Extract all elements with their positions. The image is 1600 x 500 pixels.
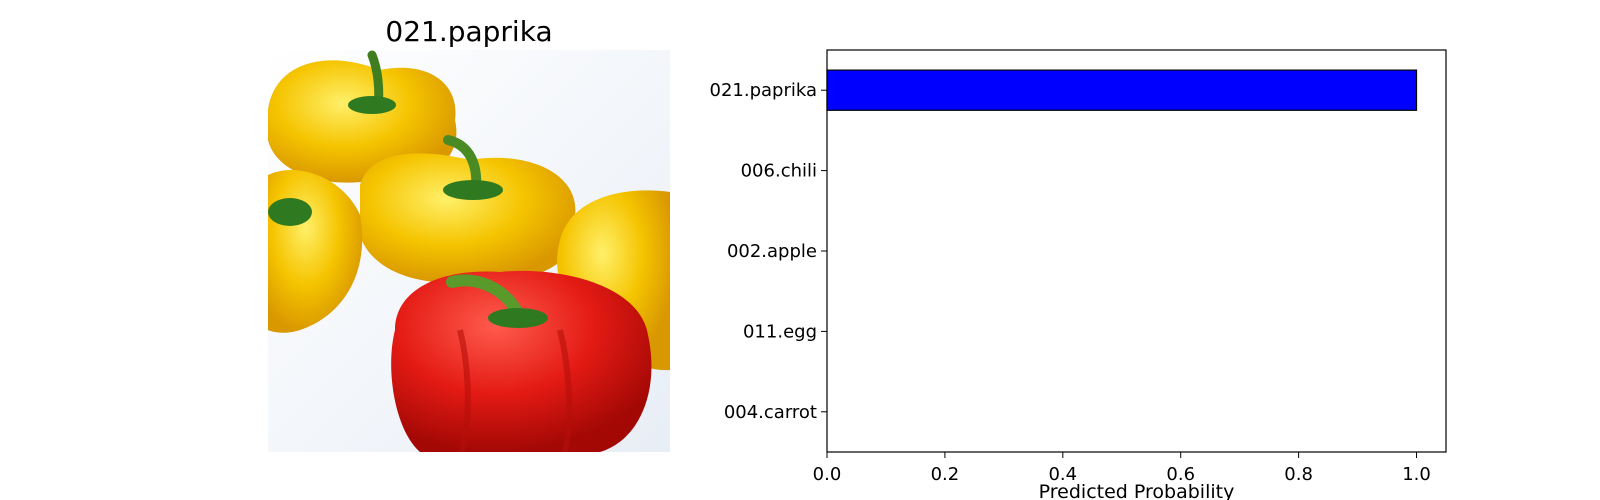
y-tick-label: 006.chili <box>741 161 817 182</box>
x-tick-label: 0.0 <box>813 464 842 485</box>
prediction-chart: 021.paprika 006.chili 002.apple 011.egg 004.… <box>710 49 1447 500</box>
red-pepper <box>391 270 652 452</box>
x-axis-label: Predicted Probability <box>1039 481 1235 500</box>
x-tick-label: 0.4 <box>1048 464 1077 485</box>
x-tick-label: 0.2 <box>931 464 960 485</box>
image-title: 021.paprika <box>385 15 552 48</box>
y-axis-ticks: 021.paprika 006.chili 002.apple 011.egg 004.… <box>710 80 827 423</box>
y-tick-label: 011.egg <box>743 321 817 342</box>
yellow-pepper-center <box>360 135 577 283</box>
yellow-pepper-top <box>268 50 457 183</box>
bar-021.paprika <box>826 69 1418 111</box>
x-tick-label: 0.6 <box>1166 464 1195 485</box>
y-tick-label: 002.apple <box>727 241 817 262</box>
y-tick-label: 021.paprika <box>710 80 818 101</box>
x-tick-label: 0.8 <box>1284 464 1313 485</box>
bars <box>826 69 1418 111</box>
paprika-photo <box>268 50 670 452</box>
y-tick-label: 004.carrot <box>724 402 817 423</box>
x-tick-label: 1.0 <box>1402 464 1431 485</box>
x-axis-ticks: 0.0 0.2 0.4 0.6 0.8 1.0 <box>813 452 1431 485</box>
yellow-pepper-left <box>268 169 363 333</box>
